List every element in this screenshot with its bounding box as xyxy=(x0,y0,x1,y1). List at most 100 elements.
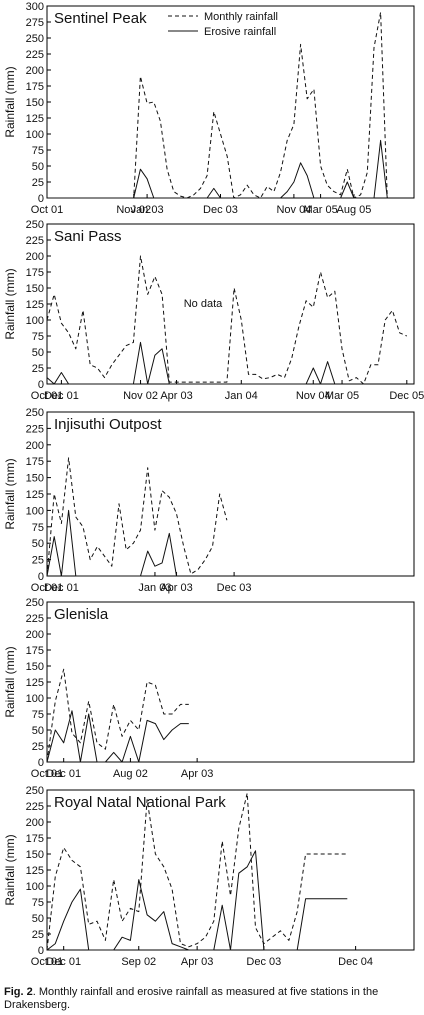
x-tick-label: Mar 05 xyxy=(303,204,337,216)
monthly-rainfall-line xyxy=(46,255,408,385)
y-tick-label: 25 xyxy=(32,929,44,941)
y-tick-label: 75 xyxy=(32,331,44,343)
y-tick-label: 300 xyxy=(26,1,44,13)
panel-3: Injisuthi Outpost Rainfall (mm) 0 25 50 75 100… xyxy=(3,407,415,594)
x-tick-label: Dec 03 xyxy=(246,956,281,968)
y-tick-label: 200 xyxy=(26,817,44,829)
monthly-rainfall-line xyxy=(47,11,388,199)
y-tick-label: 75 xyxy=(32,145,44,157)
y-tick-label: 25 xyxy=(32,741,44,753)
y-tick-label: 150 xyxy=(26,283,44,295)
panel-title: Royal Natal National Park xyxy=(54,794,226,811)
y-tick-label: 50 xyxy=(32,161,44,173)
y-tick-label: 25 xyxy=(32,363,44,375)
y-tick-label: 175 xyxy=(26,456,44,468)
y-tick-label: 100 xyxy=(26,881,44,893)
y-tick-label: 250 xyxy=(26,219,44,231)
x-tick-label: Dec 03 xyxy=(217,582,252,594)
figure-caption: Fig. 2. Monthly rainfall and erosive rai… xyxy=(4,986,418,1012)
y-tick-label: 0 xyxy=(38,571,44,583)
monthly-rainfall-line xyxy=(46,668,189,763)
y-tick-label: 50 xyxy=(32,725,44,737)
x-tick-label: Nov 04 xyxy=(276,204,311,216)
x-tick-label: Dec 01 xyxy=(44,582,79,594)
y-tick-label: 250 xyxy=(26,407,44,419)
plot-frame xyxy=(46,789,415,951)
panel-title: Glenisla xyxy=(54,606,109,623)
panel-5: Royal Natal National Park Rainfall (mm) 0 2… xyxy=(3,785,415,968)
y-tick-label: 200 xyxy=(26,251,44,263)
caption-label: Fig. 2 xyxy=(4,986,33,998)
y-tick-label: 125 xyxy=(26,113,44,125)
y-tick-label: 275 xyxy=(26,17,44,29)
y-tick-label: 100 xyxy=(26,129,44,141)
x-tick-label: Mar 05 xyxy=(325,390,359,402)
y-tick-label: 100 xyxy=(26,315,44,327)
erosive-rainfall-line xyxy=(46,850,348,951)
y-tick-label: 250 xyxy=(26,597,44,609)
y-tick-label: 200 xyxy=(26,65,44,77)
y-tick-label: 25 xyxy=(32,555,44,567)
x-tick-label: Dec 01 xyxy=(46,768,81,780)
x-tick-label: Apr 03 xyxy=(181,956,213,968)
x-tick-label: Aug 05 xyxy=(337,204,372,216)
x-tick-label: Nov 02 xyxy=(123,390,158,402)
panel-4: Glenisla Rainfall (mm) 0 25 50 75 100 125 150 175… xyxy=(3,597,415,780)
y-axis-label: Rainfall (mm) xyxy=(3,646,17,717)
y-tick-label: 200 xyxy=(26,629,44,641)
y-tick-label: 150 xyxy=(26,661,44,673)
panel-1: Sentinel Peak Rainfall (mm) 0 25 50 75 100 125 1… xyxy=(3,1,415,216)
y-tick-label: 100 xyxy=(26,693,44,705)
y-axis-label: Rainfall (mm) xyxy=(3,66,17,137)
x-tick-label: Dec 01 xyxy=(46,956,81,968)
y-tick-label: 0 xyxy=(38,945,44,957)
x-tick-label: Dec 04 xyxy=(338,956,373,968)
y-tick-label: 50 xyxy=(32,913,44,925)
x-tick-label: Dec 05 xyxy=(389,390,424,402)
y-tick-label: 175 xyxy=(26,645,44,657)
y-tick-label: 225 xyxy=(26,49,44,61)
erosive-rainfall-line xyxy=(46,341,336,385)
y-tick-label: 0 xyxy=(38,757,44,769)
y-tick-label: 150 xyxy=(26,849,44,861)
y-tick-label: 150 xyxy=(26,473,44,485)
plot-frame xyxy=(46,223,415,385)
y-axis-label: Rainfall (mm) xyxy=(3,268,17,339)
x-tick-label: Dec 01 xyxy=(44,390,79,402)
panel-title: Injisuthi Outpost xyxy=(54,416,162,433)
y-tick-label: 250 xyxy=(26,785,44,797)
y-tick-label: 125 xyxy=(26,489,44,501)
y-tick-label: 225 xyxy=(26,235,44,247)
legend-erosive-label: Erosive rainfall xyxy=(204,26,276,38)
x-tick-label: Dec 03 xyxy=(203,204,238,216)
y-tick-label: 25 xyxy=(32,177,44,189)
x-tick-label: Jan 03 xyxy=(138,582,171,594)
y-tick-label: 125 xyxy=(26,865,44,877)
y-tick-label: 175 xyxy=(26,81,44,93)
y-tick-label: 50 xyxy=(32,347,44,359)
x-tick-label: Oct 01 xyxy=(31,956,63,968)
caption-text: . Monthly rainfall and erosive rainfall … xyxy=(4,986,379,1011)
x-tick-label: Oct 01 xyxy=(31,768,63,780)
x-tick-label: Oct 01 xyxy=(31,582,63,594)
panel-title: Sentinel Peak xyxy=(54,10,147,27)
y-tick-label: 75 xyxy=(32,522,44,534)
y-tick-label: 250 xyxy=(26,33,44,45)
erosive-rainfall-line xyxy=(46,509,177,577)
panel-title: Sani Pass xyxy=(54,228,122,245)
legend: Monthly rainfall Erosive rainfall xyxy=(168,11,278,38)
y-tick-label: 150 xyxy=(26,97,44,109)
annotation-label: No data xyxy=(184,298,223,310)
y-tick-label: 225 xyxy=(26,613,44,625)
y-axis-label: Rainfall (mm) xyxy=(3,834,17,905)
x-tick-label: Sep 02 xyxy=(121,956,156,968)
y-axis-label: Rainfall (mm) xyxy=(3,458,17,529)
y-tick-label: 225 xyxy=(26,423,44,435)
y-tick-label: 175 xyxy=(26,833,44,845)
x-tick-label: Nov 02 xyxy=(116,204,151,216)
monthly-rainfall-line xyxy=(46,792,348,951)
erosive-rainfall-line xyxy=(47,139,388,199)
figure: Sentinel Peak Rainfall (mm) 0 25 50 75 100 125 1… xyxy=(3,1,424,968)
y-tick-label: 0 xyxy=(38,379,44,391)
x-tick-label: Apr 03 xyxy=(160,582,192,594)
